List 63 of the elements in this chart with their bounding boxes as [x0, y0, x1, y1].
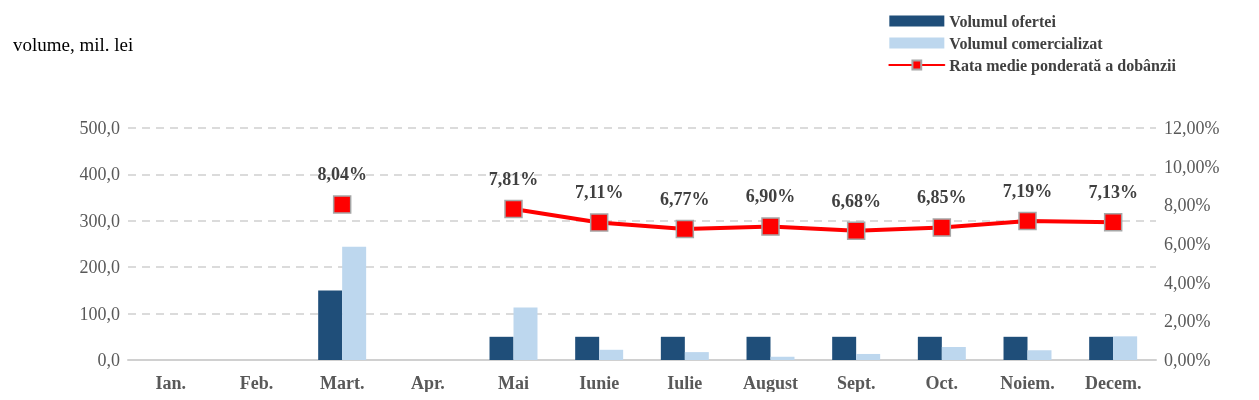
y2-tick-label: 8,00%: [1164, 195, 1211, 216]
x-tick-label: Noiem.: [1000, 373, 1055, 393]
y-tick-label: 0,0: [97, 350, 120, 370]
y-axis-title: volume, mil. lei: [13, 34, 134, 55]
bar: [489, 336, 514, 360]
y2-tick-label: 10,00%: [1164, 156, 1220, 177]
point: [504, 199, 523, 219]
y2-tick-label: 12,00%: [1164, 118, 1220, 138]
point: [1018, 211, 1037, 231]
bar: [318, 290, 343, 360]
bar: [1003, 336, 1028, 360]
x-tick-label: Sept.: [836, 373, 876, 393]
x-tick-label: Mai: [498, 373, 529, 393]
x-tick-label: Oct.: [925, 373, 959, 393]
data-label: 7,81%: [488, 168, 539, 189]
x-tick-label: Decem.: [1084, 373, 1142, 393]
data-label: 6,85%: [917, 187, 967, 208]
x-tick-label: Feb.: [239, 373, 274, 393]
data-label: 6,77%: [660, 188, 710, 209]
legend-label: Volumul comercializat: [949, 34, 1104, 52]
y2-tick-label: 6,00%: [1164, 234, 1211, 254]
point: [1103, 212, 1123, 232]
bar: [832, 336, 857, 360]
x-tick-label: Iunie: [579, 373, 620, 393]
y-tick-label: 400,0: [79, 164, 120, 185]
x-tick-label: Ian.: [155, 373, 187, 393]
data-label: 8,04%: [317, 164, 367, 185]
data-label: 6,90%: [745, 186, 796, 207]
bar: [1089, 336, 1114, 360]
data-label: 6,68%: [831, 190, 881, 211]
bar: [941, 347, 966, 360]
bar: [575, 336, 600, 360]
point: [932, 218, 952, 237]
x-tick-label: Mart.: [319, 373, 365, 393]
y-tick-label: 200,0: [79, 257, 120, 278]
point: [589, 213, 609, 232]
point: [332, 195, 352, 214]
x-tick-label: Iulie: [667, 373, 703, 393]
bar: [1027, 350, 1052, 360]
bar: [660, 336, 685, 360]
bar: [856, 353, 881, 360]
data-label: 7,13%: [1088, 181, 1138, 202]
y2-tick-label: 4,00%: [1164, 272, 1211, 293]
bar: [599, 349, 624, 360]
y-tick-label: 500,0: [79, 118, 120, 138]
bar: [1113, 336, 1138, 360]
legend-label: Rata medie ponderată a dobânzii: [949, 56, 1177, 75]
data-label: 7,11%: [574, 182, 624, 203]
y-tick-label: 100,0: [79, 303, 120, 324]
y2-tick-label: 0,00%: [1164, 350, 1211, 370]
y-tick-label: 300,0: [79, 210, 120, 231]
bar: [684, 352, 709, 360]
data-label: 7,19%: [1002, 180, 1053, 201]
legend-label: Volumul ofertei: [949, 12, 1057, 30]
point: [846, 221, 866, 241]
bar: [513, 307, 538, 360]
point: [675, 219, 695, 239]
bar: [917, 336, 942, 360]
point: [761, 217, 780, 236]
bar: [342, 246, 367, 360]
y2-tick-label: 2,00%: [1164, 311, 1211, 332]
bar: [746, 336, 771, 360]
x-tick-label: Apr.: [410, 373, 445, 393]
